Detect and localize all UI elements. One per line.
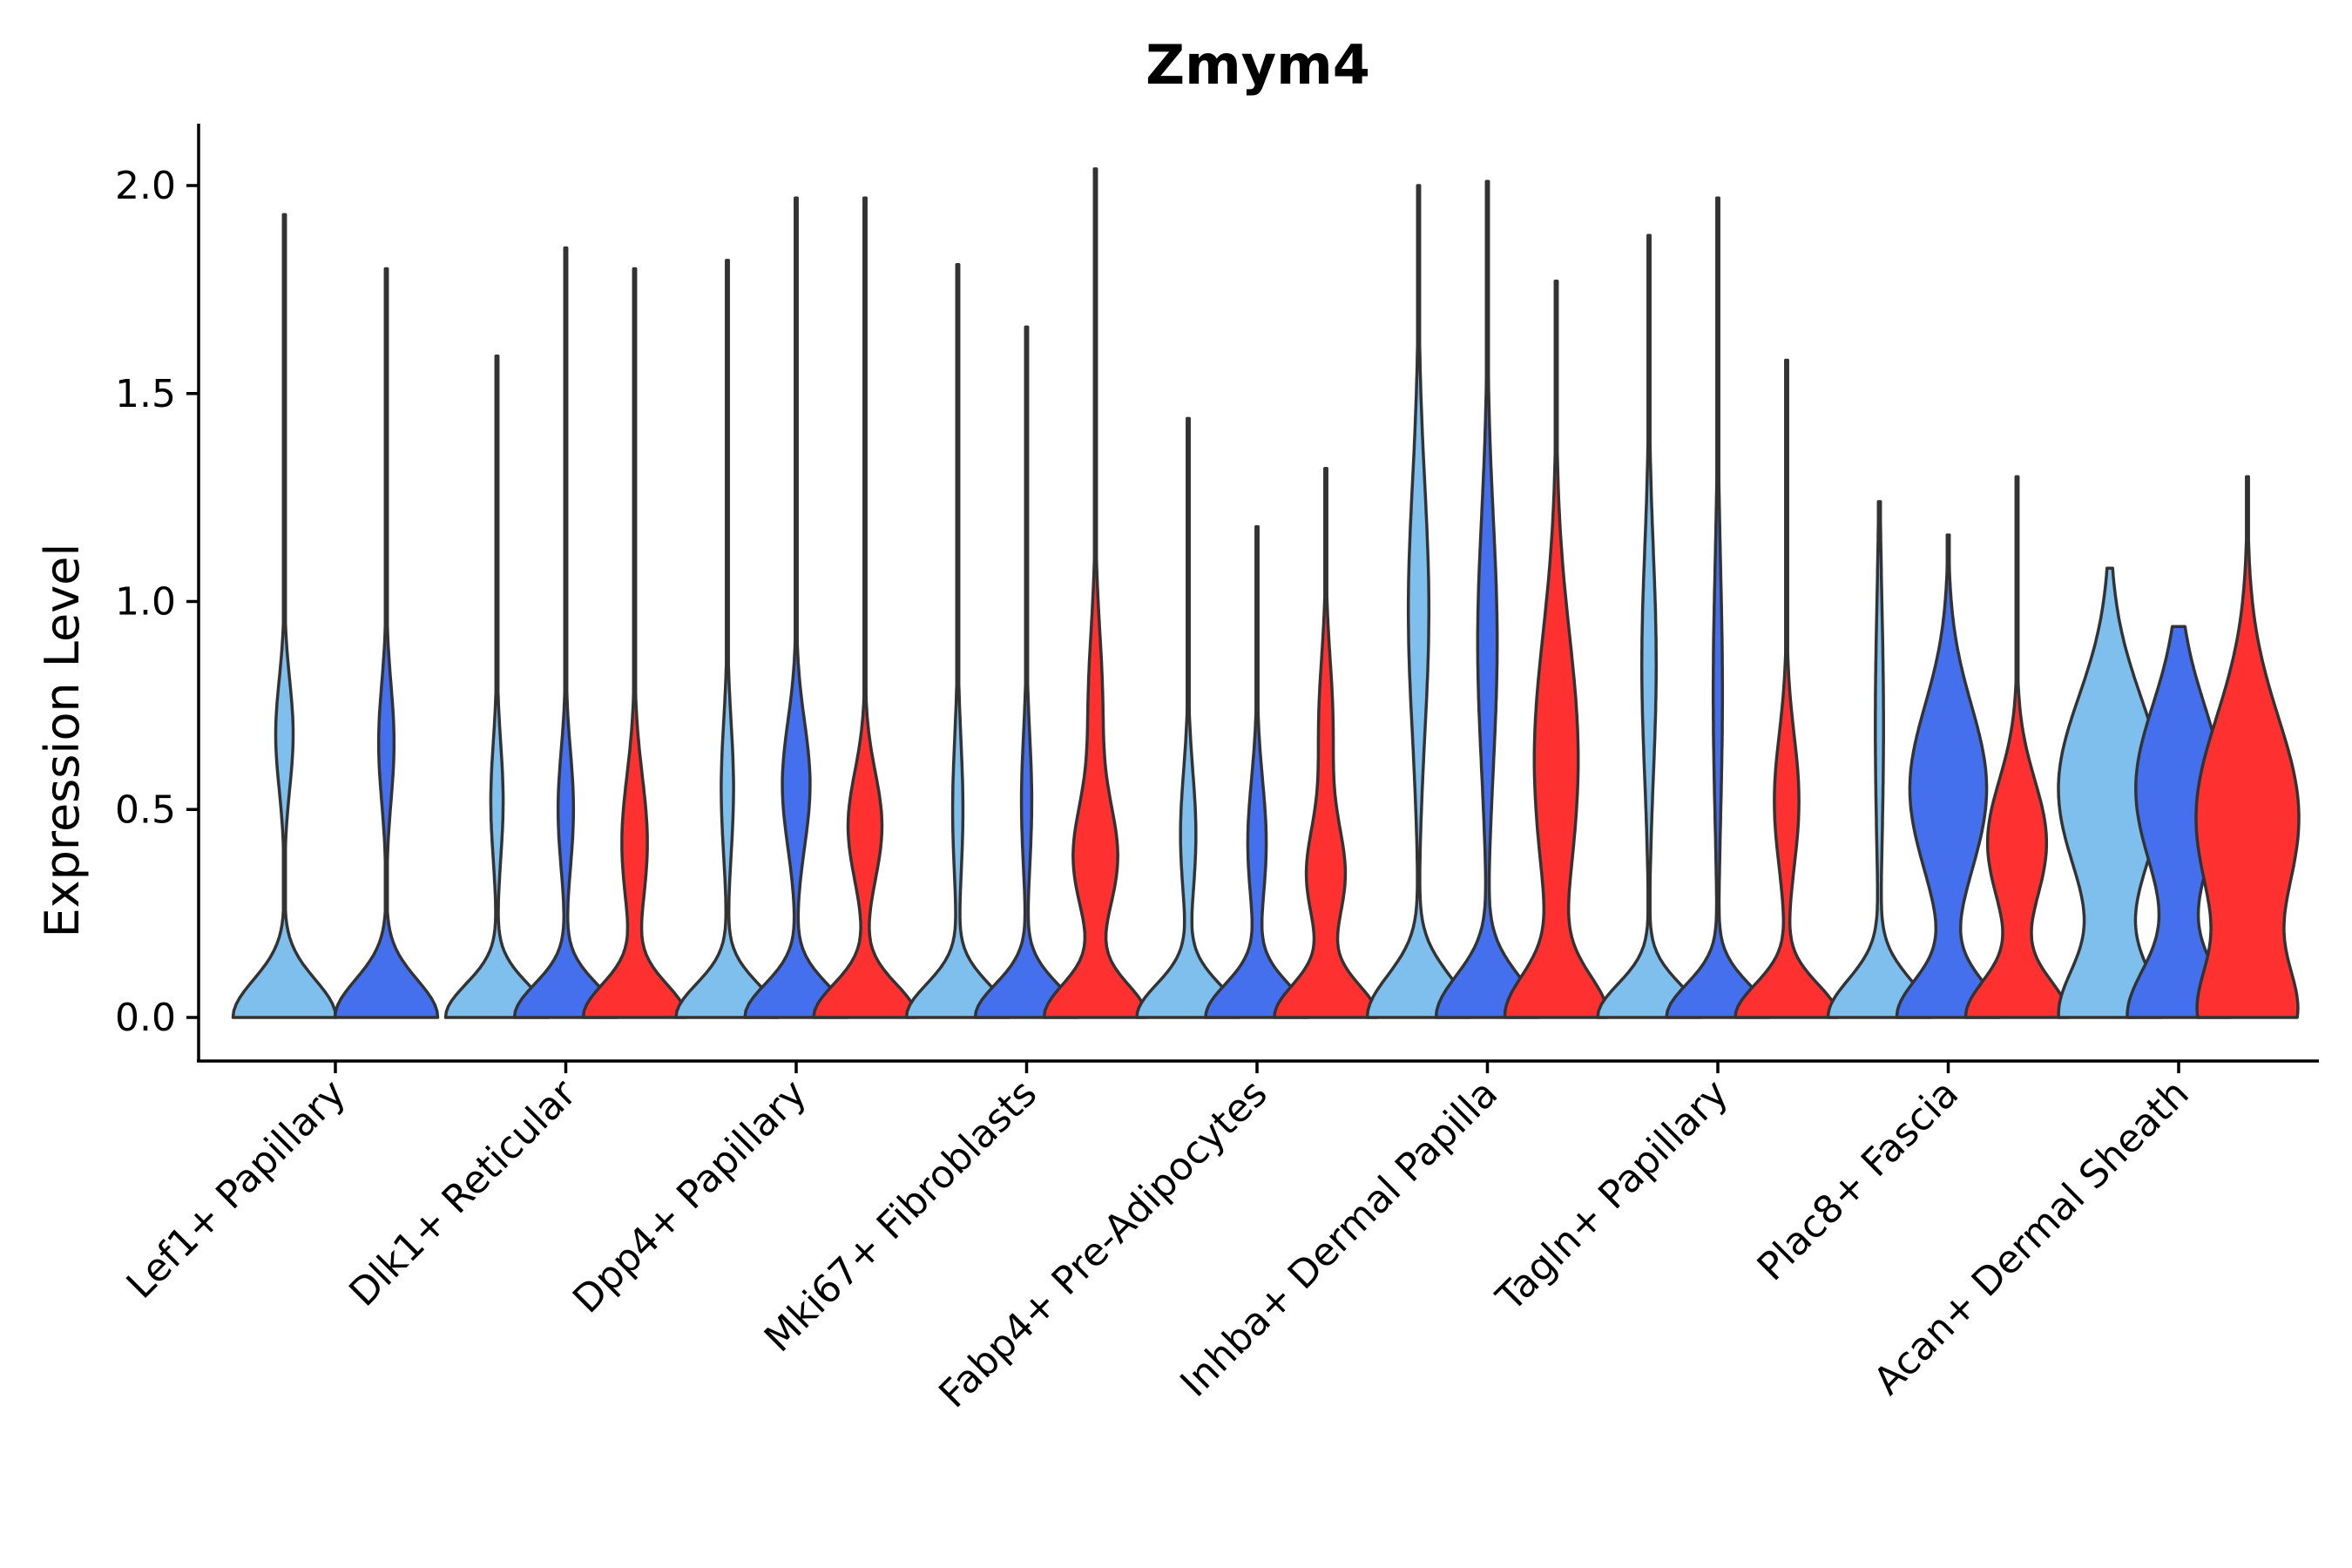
y-tick-label: 0.0: [115, 996, 176, 1040]
violin: [904, 262, 1011, 1019]
y-axis-ticks: 0.0 0.5 1.0 1.5 2.0: [115, 164, 199, 1040]
violin: [1826, 500, 1933, 1019]
violin: [512, 246, 619, 1019]
violin: [1895, 533, 2002, 1019]
x-tick-label: Tagln+ Papillary: [1488, 1071, 1737, 1321]
violin: [581, 267, 688, 1019]
violin: [1963, 475, 2071, 1019]
x-tick-label: Dlk1+ Reticular: [341, 1071, 585, 1315]
y-tick-label: 1.0: [115, 580, 176, 625]
violins-group: [231, 167, 2301, 1019]
violin: [231, 213, 338, 1019]
violin: [1273, 466, 1379, 1019]
violin: [1042, 167, 1149, 1019]
violin: [1365, 184, 1472, 1019]
violin: [674, 259, 781, 1019]
violin: [743, 196, 849, 1019]
violin: [1204, 524, 1310, 1019]
chart-title: Zmym4: [1146, 33, 1370, 97]
y-tick-label: 0.5: [115, 787, 176, 832]
violin: [1665, 196, 1771, 1019]
violin: [2194, 475, 2301, 1019]
violin: [1434, 179, 1541, 1019]
y-tick-label: 2.0: [115, 164, 176, 208]
violin: [1503, 280, 1610, 1019]
violin: [1734, 358, 1840, 1019]
violin: [333, 267, 440, 1019]
y-tick-label: 1.5: [115, 372, 176, 416]
x-tick-label: Dpp4+ Papillary: [564, 1071, 815, 1322]
violin: [2057, 566, 2163, 1019]
violin: [2126, 625, 2232, 1019]
x-tick-label: Lef1+ Papillary: [118, 1071, 355, 1308]
violin: [1596, 233, 1702, 1019]
violin: [812, 196, 918, 1019]
y-axis-label: Expression Level: [35, 544, 90, 938]
violin: [1135, 416, 1241, 1019]
violin: [973, 325, 1080, 1019]
x-tick-label: Plac8+ Fascia: [1749, 1071, 1968, 1290]
violin: [443, 355, 551, 1019]
